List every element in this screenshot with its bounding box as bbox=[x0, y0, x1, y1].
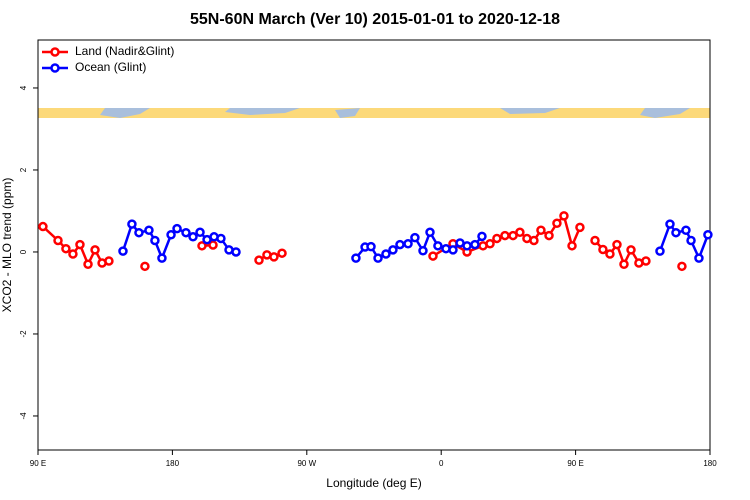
point bbox=[410, 232, 420, 243]
point bbox=[144, 225, 154, 235]
y-axis-label: XCO2 - MLO trend (ppm) bbox=[0, 178, 14, 313]
point bbox=[559, 211, 569, 221]
point bbox=[425, 227, 435, 238]
point bbox=[428, 251, 438, 261]
point bbox=[590, 235, 600, 246]
point bbox=[61, 243, 71, 254]
point bbox=[418, 245, 428, 256]
point bbox=[536, 225, 546, 235]
point bbox=[448, 245, 458, 255]
x-tick-label: 0 bbox=[439, 459, 444, 468]
point bbox=[433, 241, 443, 251]
x-axis-label: Longitude (deg E) bbox=[326, 476, 421, 490]
point bbox=[277, 248, 287, 258]
point bbox=[500, 230, 510, 241]
point bbox=[68, 249, 78, 259]
point bbox=[619, 259, 629, 270]
legend-marker bbox=[50, 47, 60, 57]
point bbox=[395, 239, 405, 250]
point bbox=[655, 246, 665, 256]
point bbox=[166, 230, 176, 240]
x-tick-label: 180 bbox=[703, 459, 717, 468]
point bbox=[104, 256, 114, 266]
y-tick-label: 0 bbox=[19, 249, 28, 254]
map-strip bbox=[38, 108, 710, 118]
point bbox=[118, 246, 128, 256]
point bbox=[157, 253, 167, 263]
point bbox=[686, 235, 696, 246]
x-tick-label: 90 E bbox=[30, 459, 46, 468]
point bbox=[598, 244, 608, 255]
point bbox=[477, 231, 487, 242]
point bbox=[388, 245, 398, 255]
point bbox=[366, 241, 376, 252]
legend-label: Ocean (Glint) bbox=[75, 60, 146, 74]
point bbox=[134, 227, 144, 238]
legend-label: Land (Nadir&Glint) bbox=[75, 44, 174, 58]
x-tick-label: 90 W bbox=[297, 459, 316, 468]
point bbox=[254, 255, 264, 265]
point bbox=[38, 221, 48, 232]
point bbox=[703, 230, 713, 240]
point bbox=[83, 259, 93, 270]
point bbox=[127, 219, 137, 229]
y-tick-label: -2 bbox=[19, 330, 28, 338]
chart-title: 55N-60N March (Ver 10) 2015-01-01 to 202… bbox=[190, 11, 560, 28]
point bbox=[694, 253, 704, 263]
point bbox=[75, 239, 85, 250]
point bbox=[671, 227, 681, 238]
point bbox=[269, 252, 279, 262]
point bbox=[605, 249, 615, 259]
point bbox=[552, 218, 562, 229]
point bbox=[529, 235, 539, 246]
point bbox=[575, 222, 585, 233]
point bbox=[470, 239, 480, 250]
legend-marker bbox=[50, 63, 60, 73]
point bbox=[351, 253, 361, 263]
point bbox=[544, 230, 554, 241]
point bbox=[485, 239, 495, 249]
point bbox=[677, 261, 687, 272]
y-tick-label: -4 bbox=[19, 412, 28, 420]
point bbox=[567, 241, 577, 251]
point bbox=[403, 239, 413, 249]
point bbox=[612, 239, 622, 250]
plot-frame bbox=[37, 39, 711, 451]
point bbox=[216, 233, 226, 244]
point bbox=[462, 241, 472, 251]
point bbox=[195, 227, 205, 238]
point bbox=[197, 241, 207, 251]
y-tick-label: 4 bbox=[19, 85, 28, 90]
point bbox=[681, 225, 691, 235]
point bbox=[492, 233, 502, 244]
point bbox=[515, 227, 525, 238]
x-tick-label: 180 bbox=[166, 459, 180, 468]
point bbox=[381, 249, 391, 259]
point bbox=[172, 223, 182, 234]
x-tick-label: 90 E bbox=[567, 459, 583, 468]
point bbox=[53, 235, 63, 246]
point bbox=[150, 235, 160, 246]
point bbox=[373, 253, 383, 263]
y-tick-label: 2 bbox=[19, 167, 28, 172]
series-line bbox=[43, 216, 682, 266]
point bbox=[90, 245, 100, 255]
point bbox=[181, 227, 191, 238]
point bbox=[641, 256, 651, 266]
point bbox=[231, 247, 241, 257]
point bbox=[208, 240, 218, 250]
point bbox=[626, 245, 636, 255]
point bbox=[665, 219, 675, 229]
point bbox=[188, 232, 198, 242]
point bbox=[140, 261, 150, 272]
